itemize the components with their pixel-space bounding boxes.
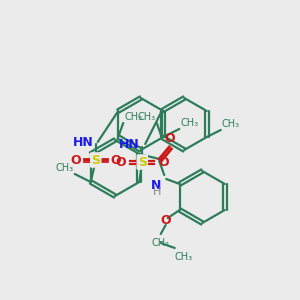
Text: O: O xyxy=(158,155,169,169)
Text: CH₃: CH₃ xyxy=(180,118,198,128)
Text: CH₃: CH₃ xyxy=(175,252,193,262)
Text: S: S xyxy=(91,154,100,166)
Text: CH₃: CH₃ xyxy=(124,112,142,122)
Text: HN: HN xyxy=(118,137,139,151)
Text: O: O xyxy=(70,154,81,166)
Text: N: N xyxy=(151,179,161,192)
Text: HN: HN xyxy=(73,136,94,148)
Text: CH₃: CH₃ xyxy=(138,112,156,122)
Text: O: O xyxy=(160,214,171,226)
Text: O: O xyxy=(164,132,175,145)
Text: CH₂: CH₂ xyxy=(152,238,170,248)
Text: O: O xyxy=(111,154,122,166)
Text: H: H xyxy=(153,187,161,197)
Text: O: O xyxy=(116,155,126,169)
Text: CH₃: CH₃ xyxy=(222,119,240,129)
Text: CH₃: CH₃ xyxy=(56,163,74,173)
Text: S: S xyxy=(138,155,147,169)
